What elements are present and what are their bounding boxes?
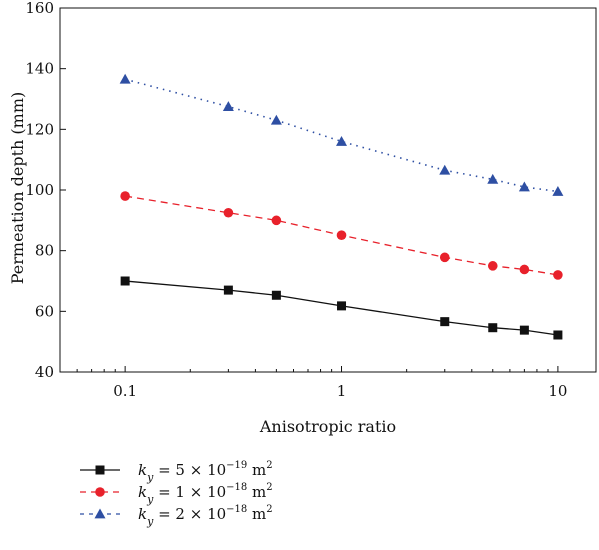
data-point xyxy=(439,164,451,175)
data-point xyxy=(553,270,563,280)
legend-label: ky = 2 × 10−18 m2 xyxy=(138,504,273,528)
legend-item-2: ky = 1 × 10−18 m2 xyxy=(80,482,273,506)
data-point xyxy=(519,325,529,335)
data-point xyxy=(487,261,498,271)
legend-item-1: ky = 5 × 10−19 m2 xyxy=(80,460,273,484)
y-axis-label: Permeation depth (mm) xyxy=(8,92,27,285)
data-point xyxy=(223,285,233,295)
data-point xyxy=(270,114,282,125)
data-point xyxy=(336,135,348,146)
data-point xyxy=(120,276,130,286)
y-tick-label: 80 xyxy=(35,242,54,260)
x-tick-label: 10 xyxy=(548,382,567,400)
legend-item-3: ky = 2 × 10−18 m2 xyxy=(80,504,273,528)
data-point xyxy=(439,252,450,263)
legend-marker xyxy=(95,487,105,497)
y-tick-label: 160 xyxy=(25,0,54,17)
axes xyxy=(59,7,597,373)
series-1 xyxy=(120,276,563,340)
data-point xyxy=(518,181,530,192)
data-point xyxy=(119,73,131,84)
plot-frame xyxy=(59,7,597,373)
ticks: 40 60 80 100 120 140 160 0.1 1 10 xyxy=(25,0,567,400)
data-point xyxy=(552,186,564,196)
series-line xyxy=(125,280,558,336)
series-line xyxy=(125,195,559,276)
data-point xyxy=(337,301,347,311)
series-2 xyxy=(120,191,563,280)
data-point xyxy=(488,323,498,333)
data-point xyxy=(271,290,281,300)
y-tick-label: 100 xyxy=(25,181,54,199)
y-tick-label: 120 xyxy=(25,120,54,138)
data-point xyxy=(519,264,530,275)
x-axis-label: Anisotropic ratio xyxy=(259,417,396,436)
y-tick-label: 60 xyxy=(35,302,54,320)
legend-marker xyxy=(94,508,106,519)
data-point xyxy=(336,230,347,240)
data-point xyxy=(120,191,130,201)
legend-label: ky = 5 × 10−19 m2 xyxy=(138,460,273,484)
x-tick-label: 1 xyxy=(337,382,347,400)
legend-label: ky = 1 × 10−18 m2 xyxy=(138,482,273,506)
data-point xyxy=(271,215,282,226)
data-point xyxy=(222,101,234,111)
data-point xyxy=(440,317,450,327)
data-point xyxy=(487,173,499,184)
data-point xyxy=(223,207,234,218)
series-3 xyxy=(119,73,564,196)
x-tick-label: 0.1 xyxy=(113,382,137,400)
series-layer xyxy=(119,73,564,340)
y-tick-label: 40 xyxy=(35,363,54,381)
legend-marker xyxy=(95,465,105,475)
data-point xyxy=(553,330,563,340)
y-tick-label: 140 xyxy=(25,60,54,78)
